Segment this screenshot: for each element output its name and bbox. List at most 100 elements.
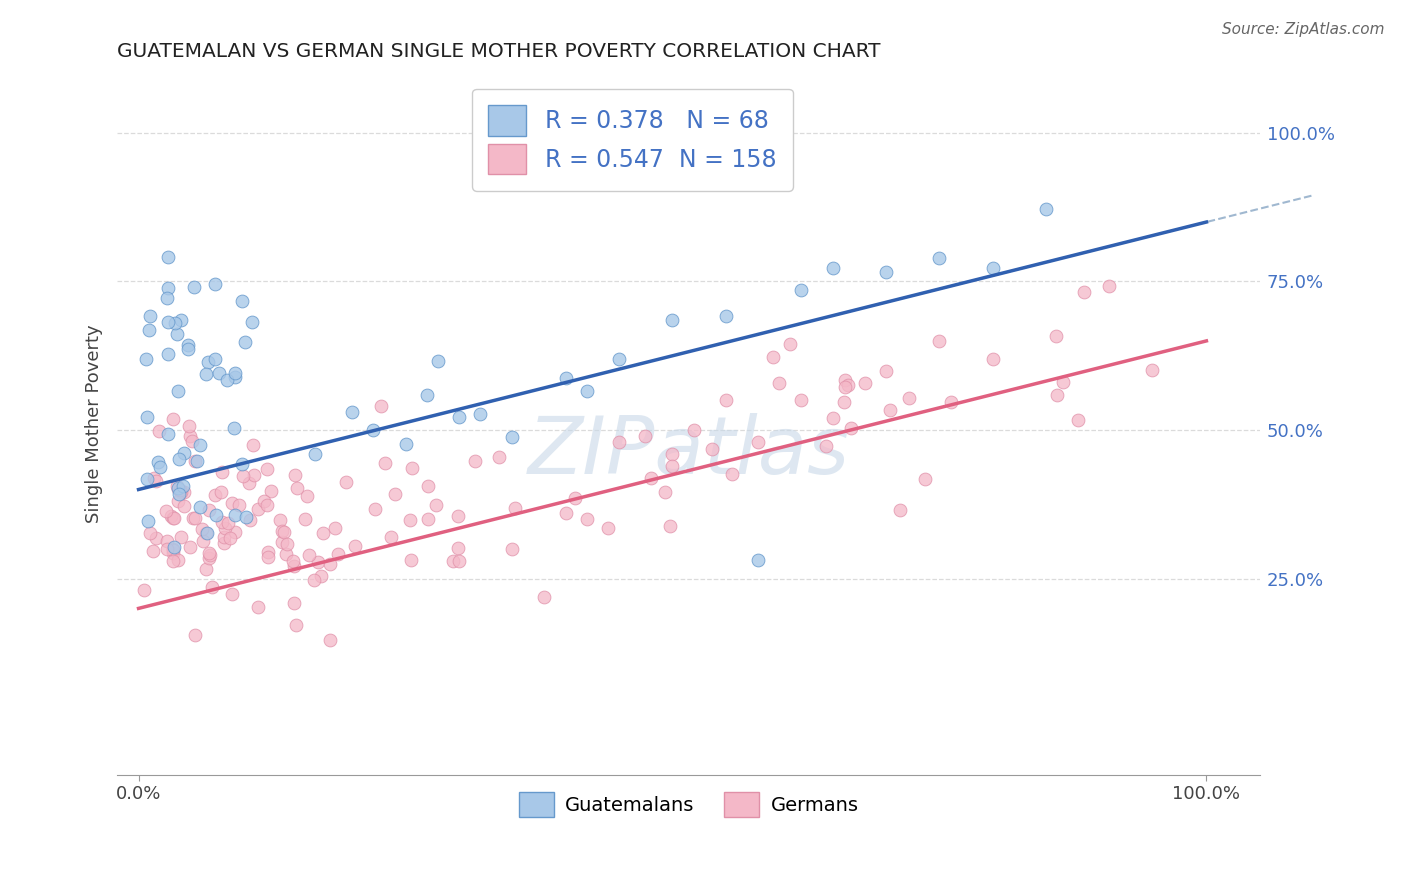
Point bbox=[156, 291, 179, 305]
Point bbox=[779, 337, 801, 351]
Point bbox=[162, 553, 184, 567]
Point bbox=[488, 450, 510, 465]
Point bbox=[302, 573, 325, 587]
Point bbox=[221, 587, 243, 601]
Point bbox=[157, 426, 180, 441]
Point bbox=[789, 393, 811, 408]
Point bbox=[897, 391, 920, 405]
Point bbox=[247, 600, 270, 615]
Point bbox=[661, 313, 683, 327]
Point bbox=[416, 512, 439, 526]
Point bbox=[834, 374, 856, 388]
Point bbox=[470, 407, 492, 421]
Point bbox=[447, 509, 470, 524]
Point bbox=[533, 590, 555, 604]
Point bbox=[654, 485, 676, 500]
Point bbox=[156, 533, 179, 548]
Point bbox=[184, 627, 207, 641]
Point bbox=[212, 536, 235, 550]
Point bbox=[319, 632, 342, 647]
Point bbox=[307, 555, 329, 569]
Point bbox=[447, 541, 470, 555]
Point bbox=[401, 461, 423, 475]
Point bbox=[363, 423, 385, 437]
Text: GUATEMALAN VS GERMAN SINGLE MOTHER POVERTY CORRELATION CHART: GUATEMALAN VS GERMAN SINGLE MOTHER POVER… bbox=[117, 42, 880, 61]
Point bbox=[224, 525, 246, 540]
Point bbox=[211, 515, 233, 529]
Point bbox=[169, 483, 191, 498]
Point bbox=[1046, 388, 1069, 402]
Point bbox=[198, 549, 221, 563]
Point bbox=[281, 554, 304, 568]
Point bbox=[271, 524, 294, 538]
Point bbox=[209, 484, 232, 499]
Point bbox=[205, 508, 228, 522]
Point bbox=[221, 496, 243, 510]
Point bbox=[132, 582, 155, 597]
Point bbox=[166, 326, 188, 341]
Point bbox=[179, 428, 201, 442]
Point bbox=[172, 479, 194, 493]
Point bbox=[426, 354, 449, 368]
Point bbox=[607, 434, 630, 449]
Point bbox=[162, 540, 184, 554]
Point bbox=[394, 437, 416, 451]
Point bbox=[260, 483, 283, 498]
Point bbox=[169, 313, 191, 327]
Point bbox=[464, 454, 486, 468]
Point bbox=[191, 534, 214, 549]
Legend: Guatemalans, Germans: Guatemalans, Germans bbox=[510, 784, 866, 825]
Point bbox=[702, 442, 724, 457]
Point bbox=[166, 552, 188, 566]
Point bbox=[186, 453, 208, 467]
Point bbox=[184, 454, 207, 468]
Point bbox=[634, 428, 657, 442]
Point bbox=[166, 493, 188, 508]
Point bbox=[215, 373, 238, 387]
Point bbox=[228, 498, 250, 512]
Point bbox=[879, 402, 901, 417]
Point bbox=[232, 469, 254, 483]
Point bbox=[211, 465, 233, 479]
Point bbox=[441, 554, 464, 568]
Point bbox=[167, 482, 190, 496]
Point bbox=[197, 550, 219, 565]
Point bbox=[162, 541, 184, 556]
Point bbox=[184, 510, 207, 524]
Point bbox=[821, 260, 844, 275]
Point bbox=[1052, 375, 1074, 389]
Point bbox=[323, 521, 346, 535]
Point bbox=[607, 351, 630, 366]
Point bbox=[188, 438, 211, 452]
Point bbox=[658, 519, 681, 533]
Point bbox=[297, 548, 319, 562]
Point bbox=[1073, 285, 1095, 299]
Point bbox=[224, 508, 246, 523]
Point bbox=[501, 430, 523, 444]
Point bbox=[554, 506, 576, 520]
Point bbox=[374, 456, 396, 470]
Point bbox=[814, 439, 837, 453]
Point bbox=[197, 355, 219, 369]
Point bbox=[195, 562, 218, 576]
Point bbox=[285, 481, 308, 495]
Point bbox=[312, 525, 335, 540]
Point bbox=[204, 352, 226, 367]
Point bbox=[928, 251, 950, 265]
Point bbox=[194, 368, 217, 382]
Point bbox=[447, 410, 470, 425]
Point bbox=[156, 280, 179, 294]
Point bbox=[136, 409, 159, 424]
Point bbox=[149, 459, 172, 474]
Y-axis label: Single Mother Poverty: Single Mother Poverty bbox=[86, 325, 103, 524]
Point bbox=[344, 539, 367, 553]
Point bbox=[214, 521, 236, 535]
Point bbox=[177, 342, 200, 356]
Point bbox=[162, 412, 184, 426]
Point bbox=[747, 434, 769, 449]
Point bbox=[914, 472, 936, 486]
Point bbox=[167, 487, 190, 501]
Point bbox=[1098, 278, 1121, 293]
Point bbox=[167, 482, 190, 496]
Point bbox=[219, 531, 242, 545]
